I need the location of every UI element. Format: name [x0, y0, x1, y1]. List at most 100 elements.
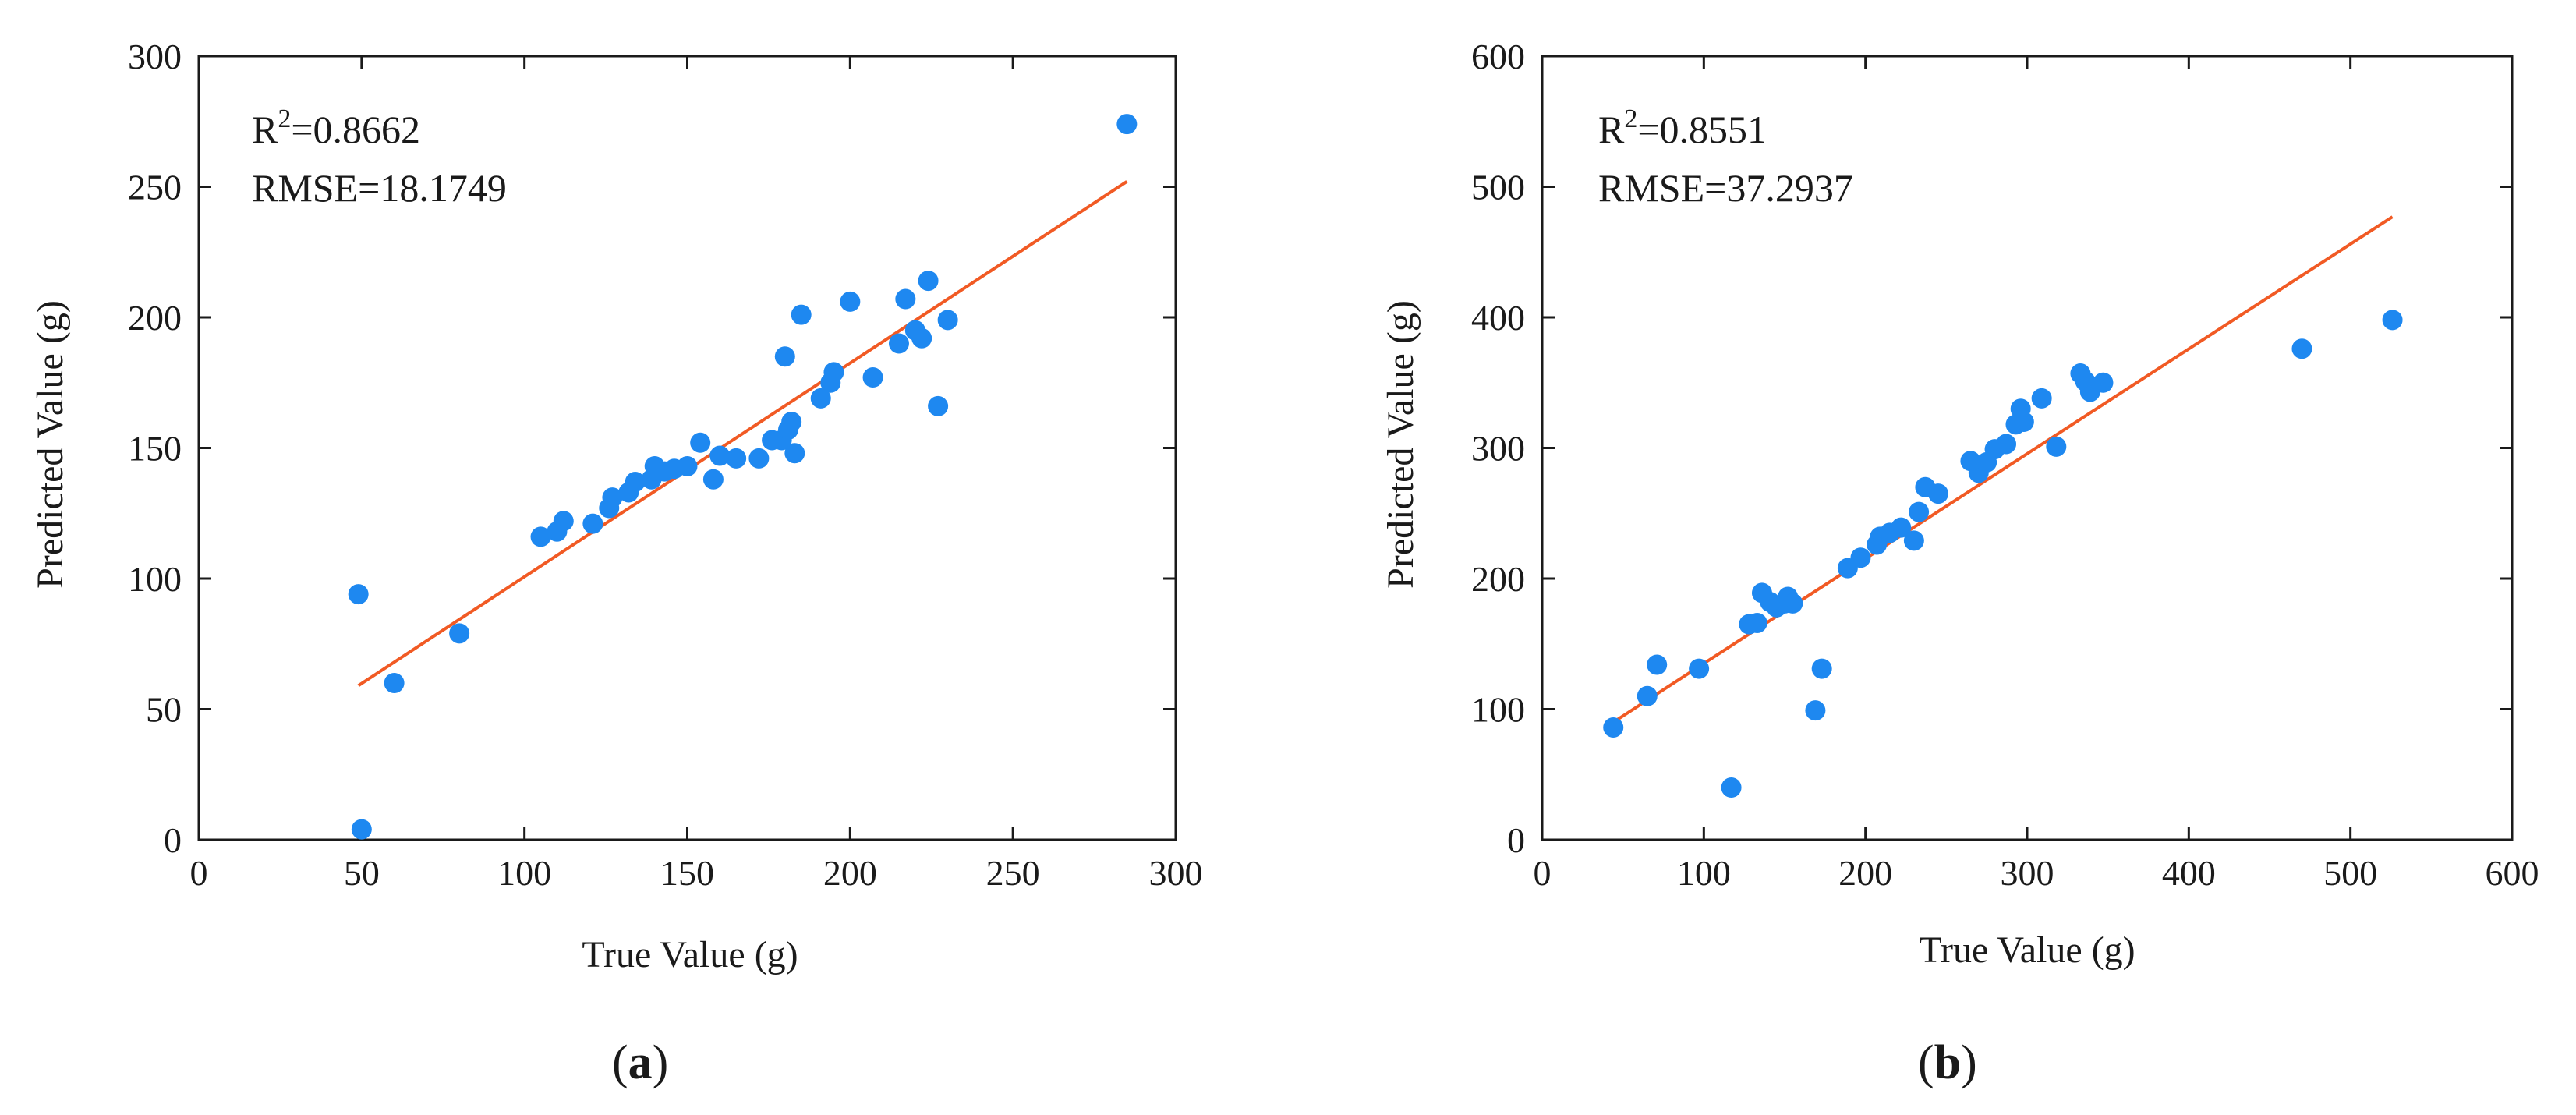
panel-label: (a): [612, 1036, 668, 1089]
data-point: [2382, 310, 2403, 331]
data-point: [1891, 517, 1912, 538]
x-tick-label: 250: [986, 853, 1040, 893]
x-tick-label: 150: [660, 853, 714, 893]
data-point: [2031, 388, 2052, 409]
y-tick-label: 200: [128, 298, 182, 338]
data-point: [918, 271, 939, 292]
y-tick-label: 200: [1471, 559, 1525, 599]
data-point: [677, 455, 698, 476]
data-point: [1603, 717, 1624, 738]
y-tick-label: 50: [146, 690, 182, 730]
data-point: [2013, 412, 2034, 432]
data-point: [895, 288, 916, 310]
data-point: [791, 304, 812, 325]
regression-line: [357, 180, 1128, 688]
x-tick-label: 0: [190, 853, 208, 893]
data-point: [1637, 685, 1658, 706]
x-tick-label: 200: [1838, 853, 1892, 893]
data-point: [928, 395, 949, 416]
x-tick-label: 400: [2162, 853, 2216, 893]
data-point: [2046, 436, 2067, 457]
data-point: [774, 346, 795, 367]
r2-value: =0.8662: [291, 108, 420, 151]
x-tick-label: 0: [1534, 853, 1552, 893]
r2-prefix: R: [1598, 108, 1625, 151]
panel-letter: b: [1934, 1036, 1961, 1089]
data-point: [862, 367, 883, 388]
data-point: [2093, 372, 2114, 393]
data-point: [1903, 530, 1924, 551]
data-point: [784, 443, 805, 464]
y-axis-label: Predicted Value (g): [1380, 300, 1421, 589]
panel-letter: a: [628, 1036, 653, 1089]
y-tick-label: 0: [1507, 820, 1525, 860]
rmse-annotation: RMSE=18.1749: [252, 166, 507, 210]
r2-prefix: R: [252, 108, 278, 151]
data-point: [2291, 338, 2312, 359]
data-point: [1116, 114, 1138, 135]
data-point: [384, 673, 405, 693]
regression-line: [1612, 215, 2394, 724]
data-point: [911, 327, 932, 349]
data-point: [449, 623, 470, 644]
y-tick-label: 500: [1471, 168, 1525, 207]
data-point: [348, 584, 369, 605]
data-point: [351, 819, 372, 840]
x-tick-label: 200: [823, 853, 877, 893]
y-tick-label: 250: [128, 168, 182, 207]
y-tick-label: 300: [128, 37, 182, 76]
data-point: [602, 487, 623, 508]
chart-b: R2=0.8551 RMSE=37.2937 True Value (g) Pr…: [1380, 37, 2539, 1089]
data-point: [1746, 612, 1767, 633]
y-tick-label: 300: [1471, 429, 1525, 469]
x-tick-label: 600: [2486, 853, 2539, 893]
data-point: [530, 526, 551, 547]
data-point: [823, 362, 844, 383]
x-tick-label: 100: [1677, 853, 1731, 893]
chart-a: R2=0.8662 RMSE=18.1749 True Value (g) Pr…: [30, 37, 1203, 1089]
data-point: [1850, 547, 1871, 568]
data-point: [1805, 700, 1826, 721]
x-tick-label: 100: [497, 853, 551, 893]
r2-exponent: 2: [1624, 104, 1637, 133]
x-tick-label: 300: [1149, 853, 1203, 893]
data-point: [888, 333, 909, 354]
data-point: [709, 445, 731, 466]
r2-annotation: R2=0.8551: [1598, 104, 1767, 151]
panel-label: (b): [1918, 1036, 1977, 1089]
data-point: [781, 412, 802, 432]
data-point: [1927, 483, 1948, 504]
data-point: [840, 291, 861, 312]
data-point: [1996, 434, 2017, 455]
data-point: [553, 511, 574, 532]
x-axis-label: True Value (g): [1919, 929, 2135, 971]
data-point: [1811, 658, 1832, 679]
data-point: [1721, 777, 1742, 798]
data-point: [690, 432, 711, 453]
data-point: [937, 310, 958, 331]
y-tick-label: 100: [128, 559, 182, 599]
rmse-annotation: RMSE=37.2937: [1598, 166, 1853, 210]
data-point: [582, 513, 603, 534]
y-tick-label: 400: [1471, 298, 1525, 338]
x-tick-label: 300: [2001, 853, 2054, 893]
r2-exponent: 2: [278, 104, 291, 133]
r2-annotation: R2=0.8662: [252, 104, 420, 151]
x-axis-label: True Value (g): [582, 934, 798, 975]
x-tick-label: 500: [2323, 853, 2377, 893]
data-point: [1689, 658, 1710, 679]
r2-value: =0.8551: [1637, 108, 1767, 151]
y-tick-label: 150: [128, 429, 182, 469]
data-point: [1909, 501, 1930, 522]
y-tick-label: 100: [1471, 690, 1525, 730]
data-point: [726, 448, 747, 469]
data-point: [702, 469, 724, 490]
y-axis-label: Predicted Value (g): [30, 300, 71, 589]
data-point: [625, 472, 646, 493]
y-tick-label: 0: [164, 820, 182, 860]
y-tick-label: 600: [1471, 37, 1525, 76]
data-point: [748, 448, 770, 469]
data-point: [1647, 654, 1668, 675]
x-tick-label: 50: [344, 853, 380, 893]
